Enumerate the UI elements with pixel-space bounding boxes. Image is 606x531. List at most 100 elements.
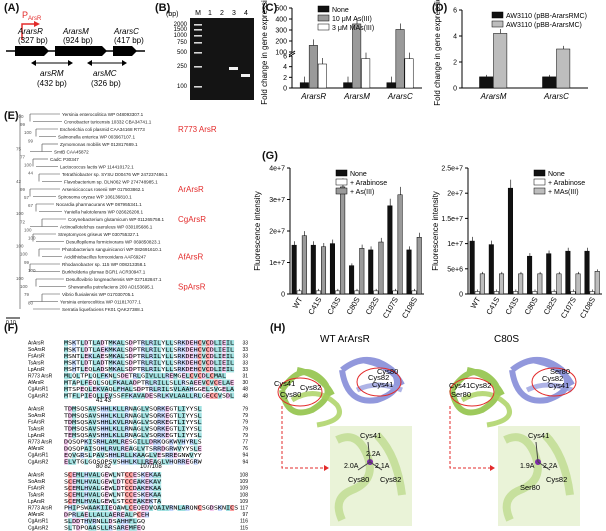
residue-cell [68,472,73,478]
residue-cell [230,386,235,393]
bar-none-ararsr [299,82,309,89]
bootstrap-value: 100 [24,227,32,232]
tree-taxon-label: Acidithiobacillus ferrooxidans AAF69247 [64,255,146,260]
residue-cell [165,406,170,412]
gene-arsr-size: (327 bp) [18,36,48,45]
residue-cell [221,353,226,360]
residue-cell [161,373,166,379]
residue-cell [177,439,182,445]
residue-cell [145,419,150,426]
residue-cell [104,346,109,353]
residue-cell [104,478,109,485]
alignment-sequence: MLQLTPLQLFKNLSDETRLGIVLLLREMGELCVCDLCMAL [64,374,227,380]
residue-cell [76,478,81,485]
residue-cell [145,359,150,366]
alignment-seq-end: 33 [242,367,248,373]
residue-cell [157,373,162,379]
alignment-sequence: PHIPSWAAKIIEQAWLCEQEDVQAIVRNLARQNCSGDSKN… [64,506,238,512]
residue-cell [124,425,129,432]
bar-mas-iii-c43s [518,273,524,295]
residue-cell [177,379,182,386]
residue-cell [205,379,210,386]
residue-cell [197,340,202,346]
residue-cell [193,373,198,379]
residue-cell [96,353,101,360]
alignment-seq-end: 97 [242,512,248,518]
residue-cell [209,366,214,373]
residue-cell [92,432,97,439]
x-tick-label: ArarsM [343,92,370,101]
bootstrap-value: 99 [28,138,34,143]
alignment-seq-cells [68,518,137,525]
alignment-sequence: MTSPEQLEKVAQLFHALSDPTRLRILSVLAAHGGELSVGE… [64,387,235,393]
residue-cell [116,511,121,518]
legend-label: 3 μM MAs(III) [332,25,374,32]
bootstrap-value: 100 [24,163,32,168]
residue-cell [96,366,101,373]
alignment-seq-cells [64,386,235,393]
y-tick-label: 0 [283,86,287,93]
bar-aw3110-pbb-ararsmc-ararsm [493,33,508,89]
residue-cell [124,472,129,478]
residue-cell [173,386,178,393]
residue-cell [132,518,137,525]
y-tick-label: 4 [453,34,457,41]
residue-cell [108,432,113,439]
tree-taxon-label: Shewanella putrefaciens 200 AD153695.1 [68,285,154,290]
alignment-seq-end: 109 [240,499,249,505]
residue-cell [116,518,121,525]
mut-label-ser80-b: Ser80 [550,367,570,376]
residue-cell [72,458,77,465]
residue-cell [217,353,222,360]
residue-cell [205,346,210,353]
alignment-block: ArArsR MSKTLDTLADTMKALSDPTRLRILYLLSRKDEHC… [28,340,248,400]
residue-cell [226,340,231,346]
wt-zoom-connector [281,406,324,469]
gene-arsr-name: ArarsR [17,27,43,36]
residue-cell [181,412,186,419]
residue-cell [145,425,150,432]
tree-highlight-ararsr: ArArsR [178,185,204,194]
gel-lane-label: 3 [232,10,236,17]
residue-cell [84,359,89,366]
residue-cell [169,366,174,373]
residue-cell [120,524,125,531]
residue-cell [68,518,73,525]
bootstrap-value: 99 [20,187,26,192]
residue-cell [92,491,97,498]
residue-cell [92,406,97,412]
residue-cell [108,359,113,366]
alignment-sequence: MTAPLFEQLSQLFKALADPTRLRILLSLLRSAEEVCVCEL… [64,380,235,386]
alignment-seq-cells [64,359,235,366]
residue-cell [197,359,202,366]
residue-cell [64,379,69,386]
bar-arabinose-c107s [392,290,398,295]
alignment-seq-cells [64,452,194,459]
residue-cell [177,412,182,419]
residue-cell [120,412,125,419]
residue-cell [124,491,129,498]
residue-cell [140,392,145,399]
alignment-seq-end: 79 [242,433,248,439]
residue-cell [92,485,97,492]
alignment-seq-name: CgArsR1 [28,387,49,393]
panel-f-label: (F) [4,322,19,334]
bar-none-c82s [368,249,374,295]
residue-cell [221,366,226,373]
y-tick-label: 1e+7 [269,260,285,267]
residue-cell [92,346,97,353]
residue-cell [124,432,129,439]
residue-cell [140,478,145,485]
residue-cell [205,392,210,399]
tree-taxon-label: Spirosoma oryzae WP 106136810.1 [58,195,132,200]
residue-cell [132,379,137,386]
residue-cell [201,366,206,373]
residue-cell [92,340,97,346]
residue-cell [189,392,194,399]
residue-cell [157,432,162,439]
legend-swatch [533,178,546,186]
y-tick-label: 0 [453,86,457,93]
residue-cell [177,353,182,360]
residue-cell [149,353,154,360]
residue-cell [161,425,166,432]
